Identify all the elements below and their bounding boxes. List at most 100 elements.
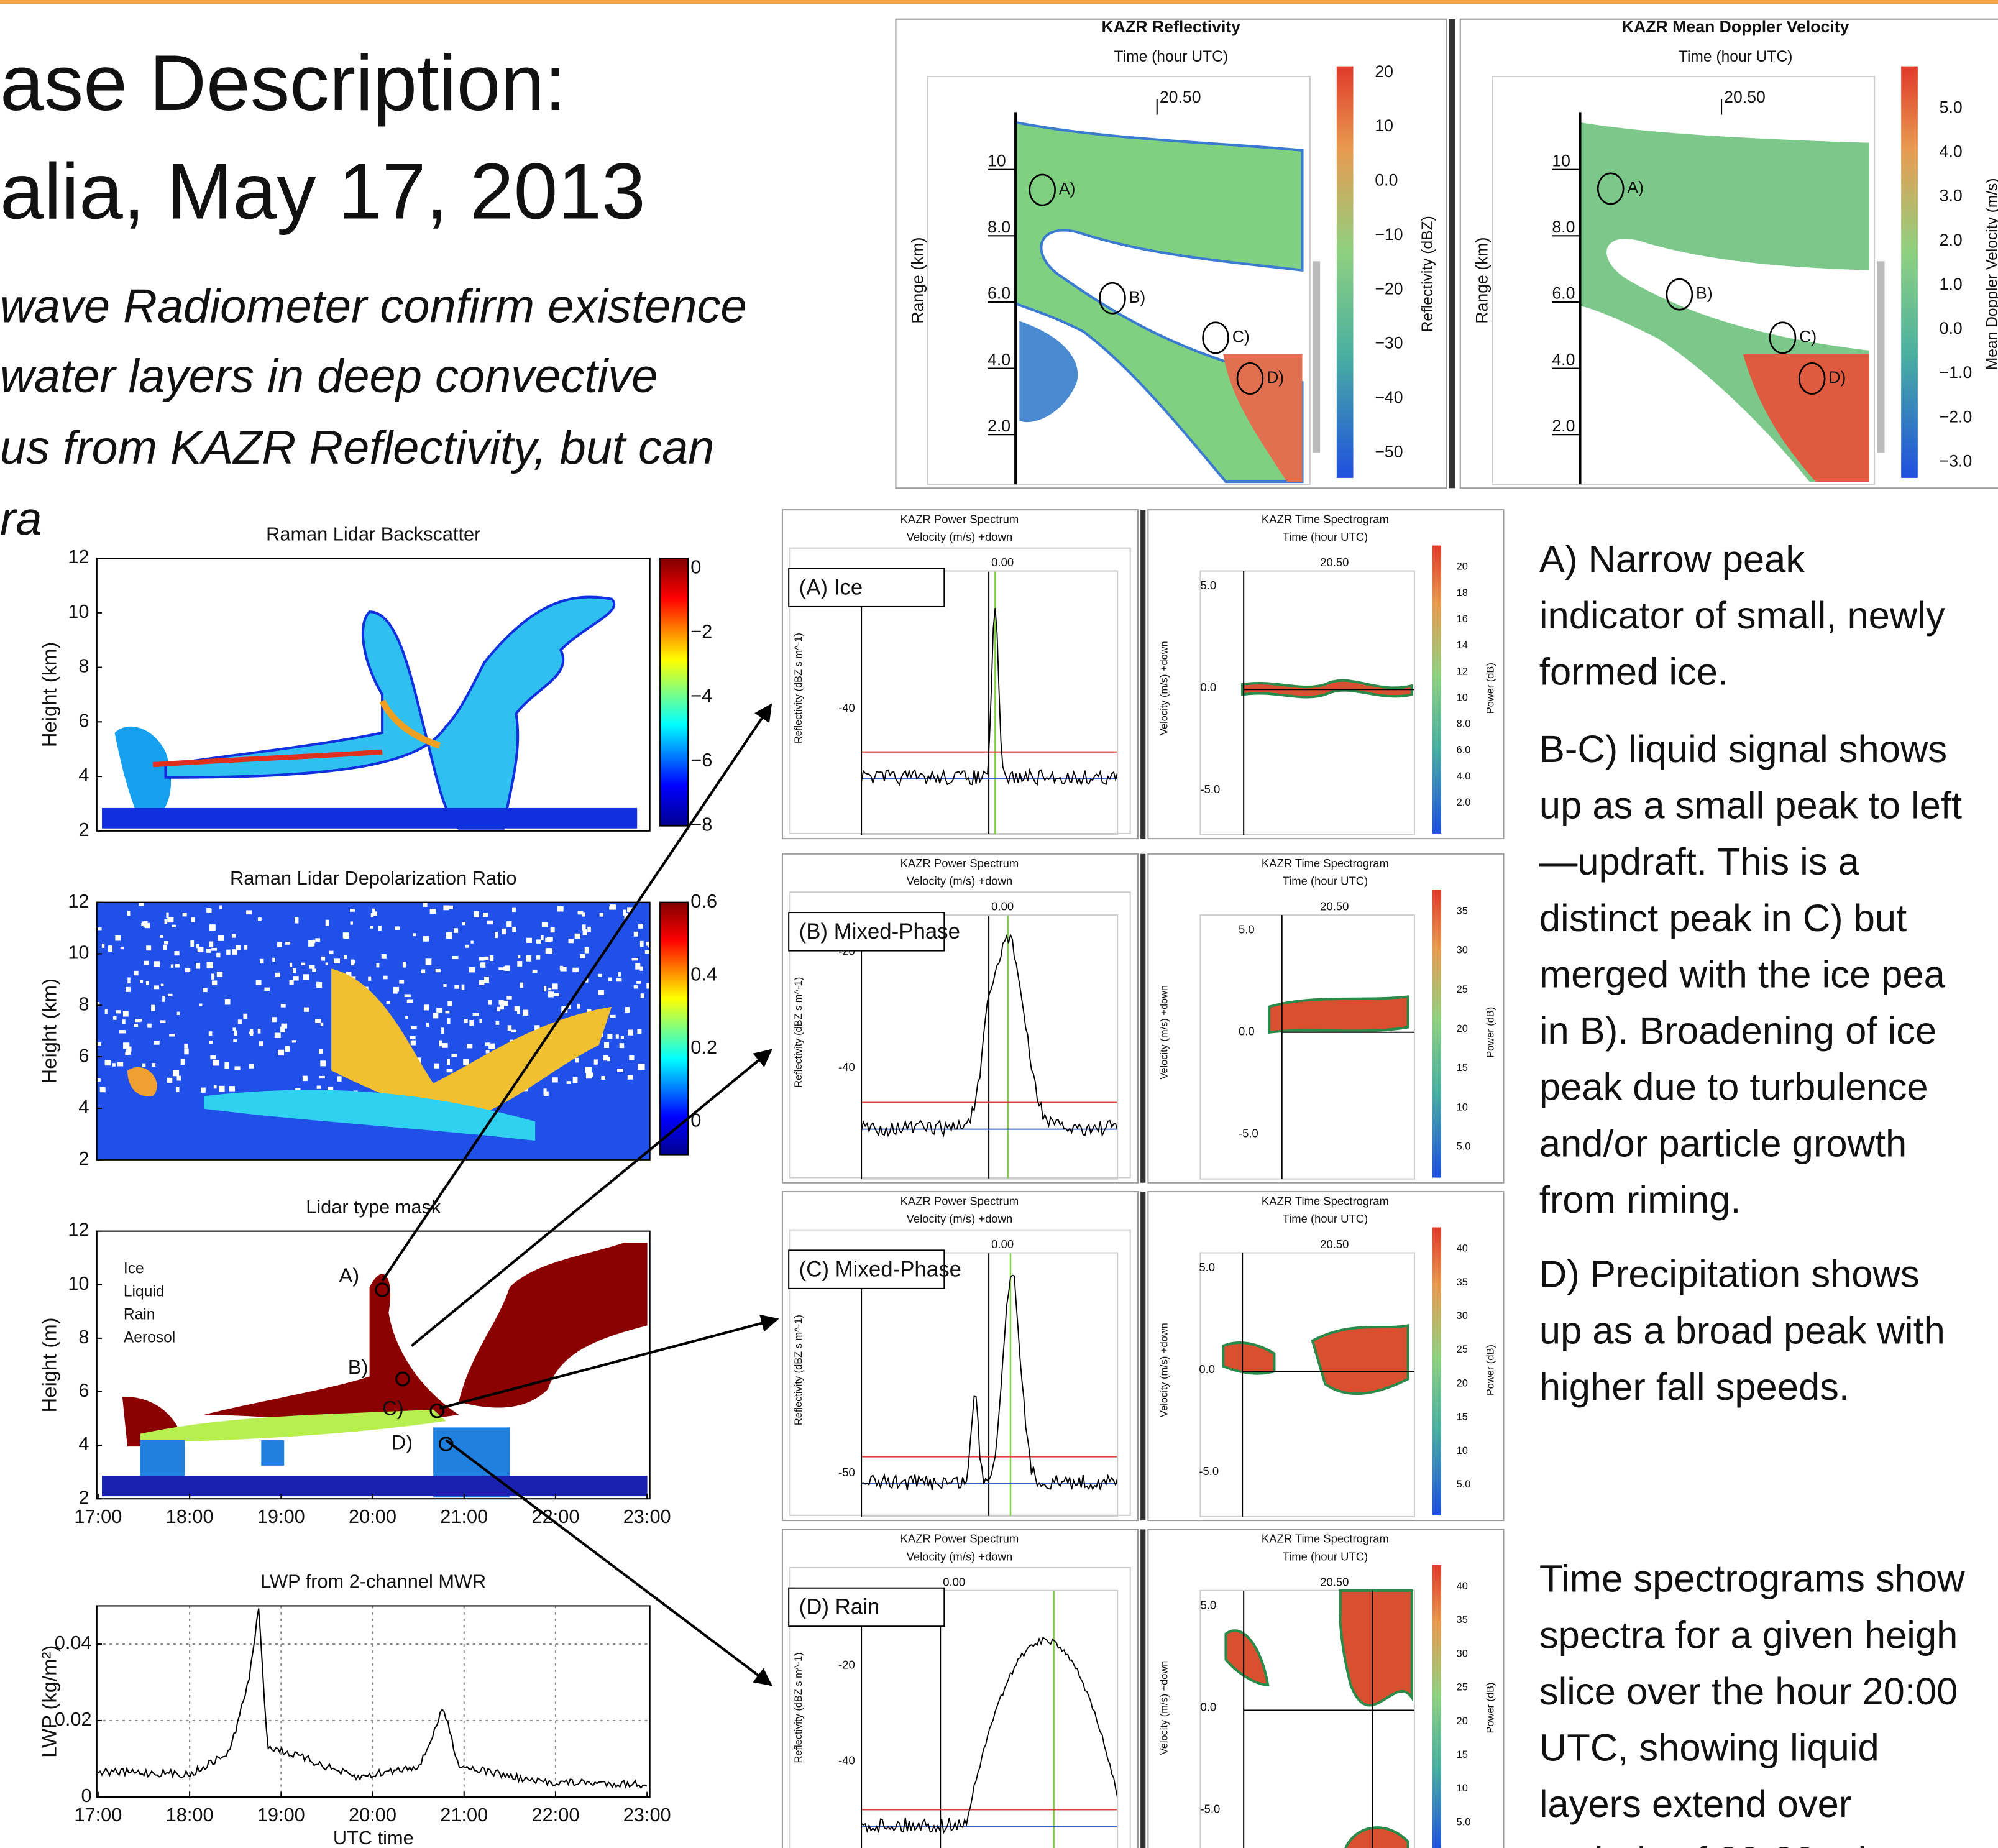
tick-label: -5.0	[1239, 1127, 1258, 1140]
speckle	[608, 977, 612, 981]
speckle	[281, 1004, 286, 1008]
speckle	[160, 935, 163, 937]
note-line: slice over the hour 20:00	[1539, 1670, 1958, 1713]
subtitle: water layers in deep convective	[0, 350, 658, 403]
speckle	[463, 1059, 469, 1065]
speckle	[616, 978, 621, 982]
tick-label: 2.0	[1552, 416, 1575, 435]
cbar-label: Power (dB)	[1485, 663, 1496, 714]
tick-label: -50	[838, 1466, 855, 1479]
speckle	[533, 970, 538, 973]
note-line: up as a small peak to left	[1539, 784, 1962, 827]
speckle	[393, 991, 398, 993]
speckle	[236, 945, 241, 950]
cbar-tick-label: 4.0	[1457, 771, 1471, 782]
speckle	[424, 1004, 429, 1010]
note-line: A) Narrow peak	[1539, 538, 1805, 581]
speckle	[167, 917, 173, 922]
speckle	[480, 962, 485, 967]
cbar-tick-label: 40	[1457, 1243, 1468, 1254]
divider	[1140, 854, 1145, 1183]
speckle	[520, 983, 523, 988]
speckle	[165, 919, 167, 924]
marker-label: B)	[348, 1356, 369, 1379]
cbar-tick-label: 10	[1457, 1101, 1468, 1113]
tick-label: 8.0	[1552, 218, 1575, 236]
speckle	[234, 1031, 237, 1036]
speckle	[344, 955, 347, 959]
speckle	[600, 913, 603, 917]
speckle	[464, 1019, 468, 1023]
speckle	[343, 932, 349, 938]
speckle	[512, 927, 516, 932]
speckle	[395, 926, 400, 930]
speckle	[625, 1007, 630, 1013]
speckle	[465, 945, 469, 948]
tick-label: 12	[68, 1219, 89, 1241]
tick-label: 2	[78, 819, 89, 840]
tick-label: 12	[68, 546, 89, 568]
speckle	[577, 1004, 580, 1009]
speckle	[337, 1076, 342, 1082]
cbar-tick-label: 1.0	[1940, 275, 1963, 293]
speckle	[238, 1019, 242, 1024]
cbar-tick-label: −3.0	[1940, 452, 1973, 471]
axis-label: Time (hour UTC)	[1283, 530, 1368, 543]
tick-label: 20.50	[1320, 556, 1349, 569]
cbar-tick-label: 10	[1457, 1783, 1468, 1794]
speckle	[569, 939, 574, 943]
content: ase Description:alia, May 17, 2013wave R…	[0, 17, 1998, 1848]
speckle	[272, 958, 275, 962]
legend-entry: Aerosol	[124, 1329, 175, 1346]
tick-label: 5.0	[1200, 579, 1216, 592]
speckle	[166, 913, 168, 918]
speckle	[405, 1016, 408, 1019]
speckle	[575, 934, 580, 939]
speckle	[317, 1086, 321, 1089]
note-line: —updraft. This is a	[1539, 840, 1860, 883]
tick-label: 5.0	[1239, 923, 1255, 936]
speckle	[413, 933, 416, 936]
speckle	[97, 1042, 101, 1046]
speckle	[552, 1077, 558, 1082]
marker-label: B)	[1696, 284, 1713, 303]
speckle	[209, 1041, 213, 1044]
speckle	[176, 1076, 181, 1081]
speckle	[209, 1031, 213, 1036]
speckle	[169, 1034, 175, 1036]
speckle	[573, 1077, 578, 1083]
speckle	[607, 1034, 612, 1039]
cbar-tick-label: 25	[1457, 1344, 1468, 1355]
speckle	[154, 985, 159, 989]
legend-entry: Liquid	[124, 1284, 165, 1300]
tick-label: 19:00	[257, 1506, 305, 1527]
tick-label: 0.0	[1200, 681, 1216, 694]
speckle	[119, 1030, 126, 1033]
tick-label: 23:00	[623, 1804, 671, 1826]
tick-label: 0.0	[1239, 1025, 1255, 1038]
tick-label: 4.0	[988, 350, 1010, 369]
speckle	[575, 1058, 579, 1063]
speckle	[196, 963, 200, 968]
speckle	[546, 948, 551, 954]
panel-frame	[782, 854, 1138, 1183]
cbar-tick-label: 0.2	[690, 1036, 717, 1058]
tick-label: 0.0	[1200, 1700, 1216, 1713]
panel-title: KAZR Power Spectrum	[900, 1532, 1019, 1545]
speckle	[304, 1008, 309, 1012]
speckle	[175, 964, 180, 967]
speckle	[152, 1063, 155, 1067]
tick-label: 0.00	[991, 556, 1014, 569]
tick-label: 10	[988, 151, 1006, 170]
plot-title: Lidar type mask	[306, 1196, 441, 1218]
speckle	[285, 1046, 290, 1052]
cbar-tick-label: 8.0	[1457, 719, 1471, 730]
plot-bg	[97, 1606, 650, 1797]
speckle	[598, 990, 603, 995]
note-line: higher fall speeds.	[1539, 1366, 1849, 1409]
spectrum-label: (D) Rain	[799, 1595, 880, 1619]
cbar-tick-label: 35	[1457, 905, 1468, 916]
tick-label: 20.50	[1724, 88, 1766, 106]
speckle	[315, 938, 320, 942]
speckle	[508, 1025, 511, 1031]
